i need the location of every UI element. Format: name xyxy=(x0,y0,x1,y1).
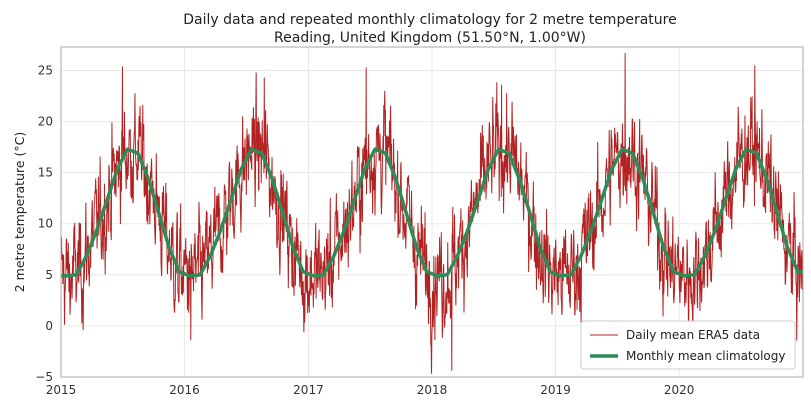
y-tick-label: 0 xyxy=(45,319,53,333)
plot-frame xyxy=(60,46,804,378)
legend: Daily mean ERA5 data Monthly mean climat… xyxy=(580,320,796,370)
y-tick-label: 5 xyxy=(45,268,53,282)
x-tick-label: 2016 xyxy=(169,383,200,397)
legend-label-daily: Daily mean ERA5 data xyxy=(626,328,760,342)
x-tick-label: 2018 xyxy=(417,383,448,397)
legend-box xyxy=(580,320,796,370)
series-line-daily xyxy=(61,53,803,374)
y-tick-label: 10 xyxy=(38,217,53,231)
y-axis: −5 0 5 10 15 20 25 xyxy=(35,63,53,384)
chart-title: Daily data and repeated monthly climatol… xyxy=(183,12,676,28)
y-tick-label: −5 xyxy=(35,370,53,384)
y-axis-label: 2 metre temperature (°C) xyxy=(12,132,27,293)
x-tick-label: 2015 xyxy=(46,383,77,397)
x-tick-label: 2017 xyxy=(293,383,324,397)
x-tick-label: 2019 xyxy=(540,383,571,397)
x-axis: 2015 2016 2017 2018 2019 2020 xyxy=(46,383,695,397)
legend-label-climatology: Monthly mean climatology xyxy=(626,349,785,363)
series-line-climatology xyxy=(61,147,803,278)
x-tick-label: 2020 xyxy=(664,383,695,397)
chart-subtitle: Reading, United Kingdom (51.50°N, 1.00°W… xyxy=(274,30,586,46)
y-tick-label: 15 xyxy=(38,166,53,180)
y-tick-label: 20 xyxy=(38,115,53,129)
y-tick-label: 25 xyxy=(38,63,53,77)
